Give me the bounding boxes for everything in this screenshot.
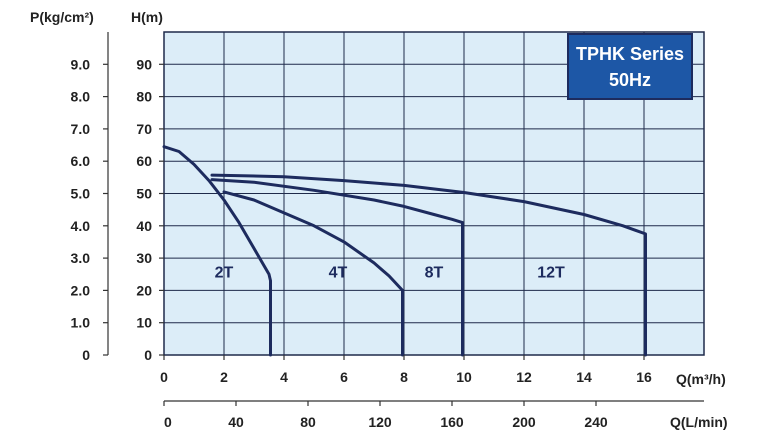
curve-label-2t: 2T (215, 264, 234, 281)
y-left-tick-label: 9.0 (71, 56, 91, 72)
x2-axis-label: Q(L/min) (670, 414, 728, 430)
y-tick-label: 80 (136, 89, 152, 105)
x-tick-label: 6 (340, 369, 348, 385)
y-left-tick-label: 8.0 (71, 89, 91, 105)
x-tick-label: 0 (160, 369, 168, 385)
y-left-tick-label: 4.0 (71, 218, 91, 234)
x-tick-label: 2 (220, 369, 228, 385)
y-tick-label: 30 (136, 250, 152, 266)
x-tick-label: 8 (400, 369, 408, 385)
axes: 01.02.03.04.05.06.07.08.09.0010203040506… (71, 32, 704, 430)
x-tick-label: 4 (280, 369, 288, 385)
curve-label-8t: 8T (425, 264, 444, 281)
x-axis-label: Q(m³/h) (676, 371, 726, 387)
curve-8t (210, 178, 464, 357)
y-tick-label: 10 (136, 315, 152, 331)
y-axis-label: H(m) (131, 9, 163, 25)
badge-title: TPHK Series (576, 44, 684, 64)
y-left-tick-label: 2.0 (71, 282, 91, 298)
x2-tick-label: 40 (228, 414, 244, 430)
x2-tick-label: 200 (512, 414, 536, 430)
x-tick-label: 16 (636, 369, 652, 385)
x2-tick-label: 120 (368, 414, 392, 430)
x-tick-label: 10 (456, 369, 472, 385)
y-tick-label: 50 (136, 186, 152, 202)
x-tick-label: 14 (576, 369, 592, 385)
series-badge: TPHK Series 50Hz (567, 33, 693, 100)
x2-tick-label: 0 (164, 414, 172, 430)
y-tick-label: 90 (136, 56, 152, 72)
y-left-tick-label: 7.0 (71, 121, 91, 137)
curve-12t (210, 173, 647, 357)
y-left-tick-label: 6.0 (71, 153, 91, 169)
y-left-axis-label: P(kg/cm²) (30, 9, 94, 25)
performance-curves (162, 145, 647, 357)
y-left-tick-label: 1.0 (71, 315, 91, 331)
curve-4t (222, 190, 404, 357)
badge-frequency: 50Hz (609, 70, 651, 90)
x-tick-label: 12 (516, 369, 532, 385)
y-tick-label: 20 (136, 282, 152, 298)
y-left-tick-label: 0 (82, 347, 90, 363)
curve-label-4t: 4T (329, 264, 348, 281)
badge-box (567, 33, 693, 100)
curve-label-12t: 12T (537, 264, 565, 281)
y-tick-label: 60 (136, 153, 152, 169)
y-left-tick-label: 5.0 (71, 186, 91, 202)
y-tick-label: 0 (144, 347, 152, 363)
x2-tick-label: 240 (584, 414, 608, 430)
y-tick-label: 70 (136, 121, 152, 137)
x2-tick-label: 80 (300, 414, 316, 430)
curve-labels: 2T 4T 8T 12T (215, 264, 565, 281)
x2-tick-label: 160 (440, 414, 464, 430)
y-left-tick-label: 3.0 (71, 250, 91, 266)
y-tick-label: 40 (136, 218, 152, 234)
grid (164, 32, 704, 355)
curve-2t (162, 145, 272, 357)
